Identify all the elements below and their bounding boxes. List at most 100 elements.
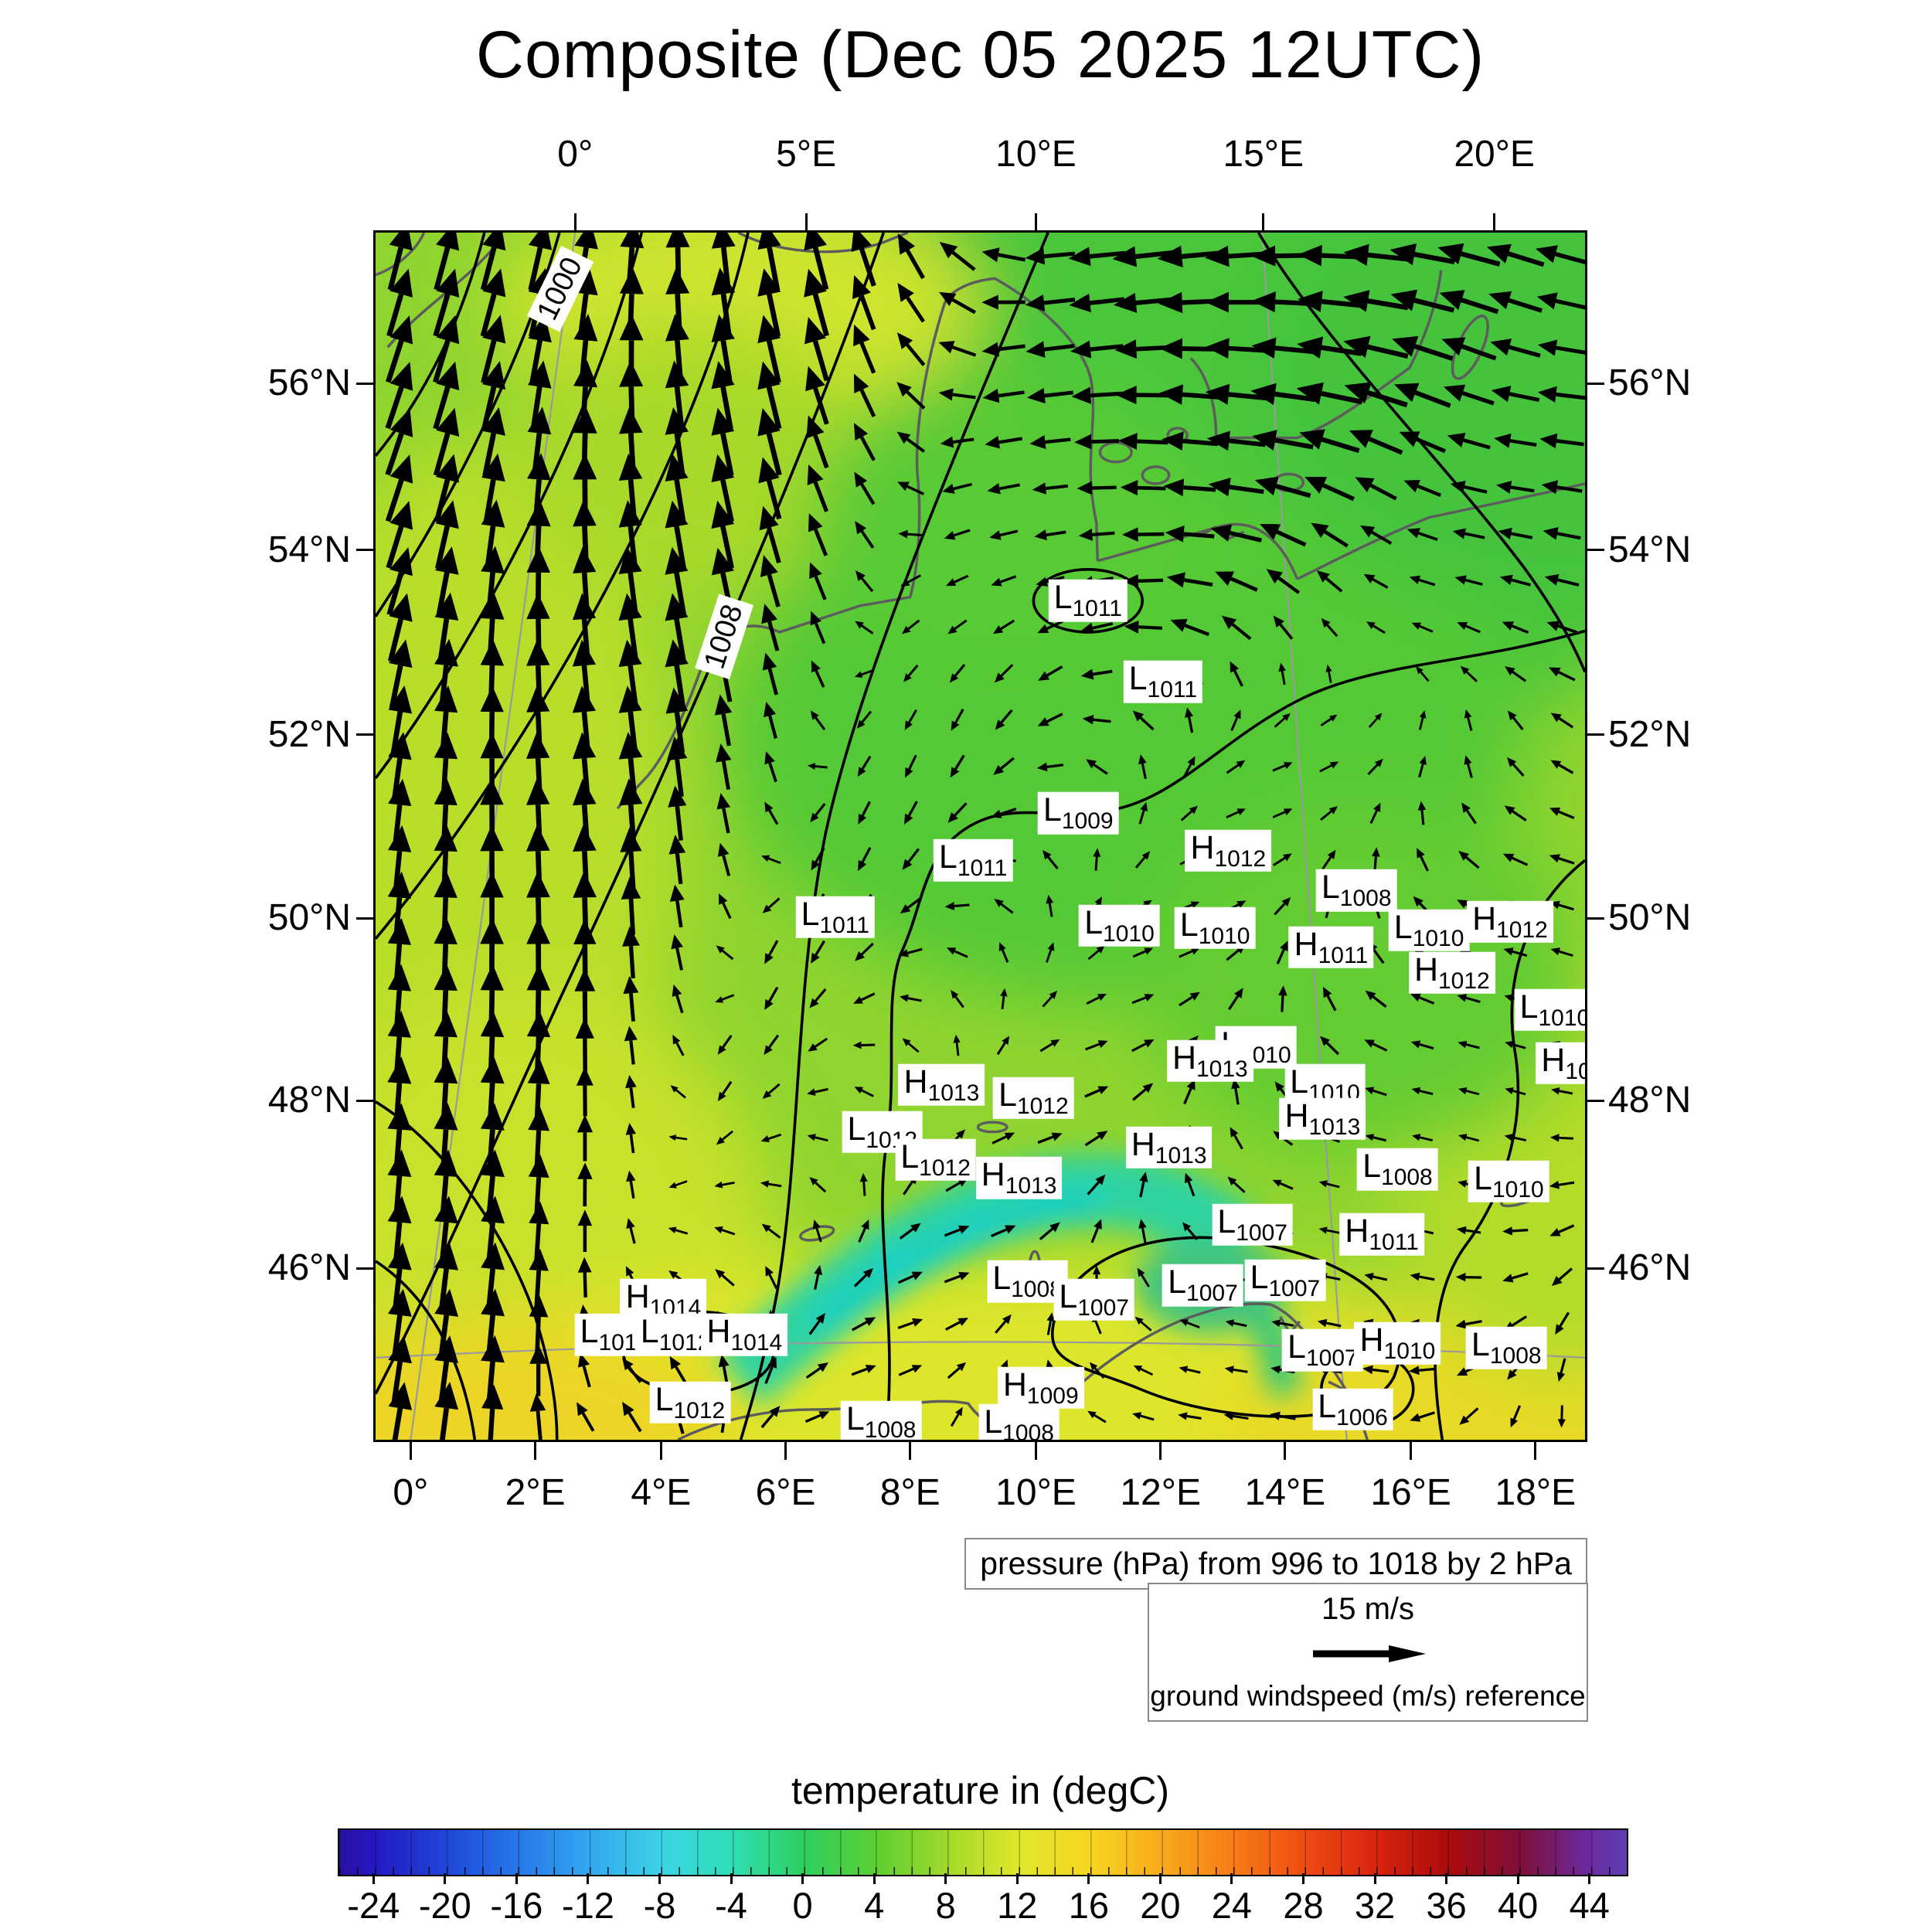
axis-tick-label-top: 20°E [1454,134,1535,175]
axis-tick-mark-bottom [909,1442,912,1460]
axis-tick-mark-left [356,917,374,920]
axis-tick-mark-left [356,382,374,385]
axis-tick-label-top: 15°E [1223,134,1304,175]
axis-tick-label-bottom: 0° [393,1472,429,1513]
axis-tick-label-right: 50°N [1608,897,1692,939]
axis-tick-mark-left [356,1099,374,1102]
axis-tick-label-bottom: 2°E [505,1472,566,1513]
axis-tick-mark-top [1034,213,1037,231]
colorbar-tick-label: 0 [792,1885,813,1926]
axis-tick-label-right: 46°N [1608,1247,1692,1289]
colorbar-tick-mark [1015,1873,1019,1884]
axis-tick-mark-left [356,733,374,736]
axis-tick-mark-right [1587,733,1604,736]
colorbar-tick-mark [1230,1873,1233,1884]
axis-tick-label-right: 48°N [1608,1080,1692,1121]
colorbar-tick-mark [1087,1873,1090,1884]
axis-tick-mark-bottom [1034,1442,1037,1460]
colorbar-tick-label: 8 [935,1885,956,1926]
colorbar-tick-label: 44 [1569,1885,1610,1926]
page-title: Composite (Dec 05 2025 12UTC) [475,18,1485,92]
colorbar-tick-label: -8 [643,1885,676,1926]
axis-tick-mark-bottom [784,1442,787,1460]
colorbar-tick-mark [1588,1873,1591,1884]
axis-tick-label-bottom: 4°E [631,1472,692,1513]
axis-tick-label-bottom: 10°E [995,1472,1077,1513]
axis-tick-label-top: 0° [557,134,594,175]
colorbar-tick-label: 12 [997,1885,1038,1926]
colorbar-tick-mark [730,1873,733,1884]
temperature-colorbar [338,1828,1628,1876]
axis-tick-label-top: 10°E [995,134,1077,175]
axis-tick-label-right: 54°N [1608,529,1692,570]
axis-tick-label-bottom: 8°E [879,1472,940,1513]
colorbar-tick-mark [515,1873,518,1884]
axis-tick-mark-bottom [1159,1442,1162,1460]
axis-tick-label-left: 48°N [267,1080,351,1121]
axis-tick-mark-top [573,213,577,231]
axis-tick-mark-bottom [534,1442,537,1460]
weather-map-canvas [376,233,1585,1440]
colorbar-tick-mark [801,1873,804,1884]
colorbar-tick-label: -20 [418,1885,471,1926]
colorbar-tick-label: -12 [561,1885,614,1926]
axis-tick-mark-bottom [409,1442,412,1460]
colorbar-tick-mark [658,1873,661,1884]
colorbar-tick-mark [1302,1873,1304,1884]
colorbar-tick-mark [444,1873,447,1884]
colorbar-tick-label: -4 [715,1885,747,1926]
axis-tick-mark-top [1493,213,1496,231]
axis-tick-mark-right [1587,1267,1604,1270]
axis-tick-label-bottom: 14°E [1244,1472,1326,1513]
axis-tick-mark-right [1587,917,1604,920]
axis-tick-label-top: 5°E [776,134,837,175]
colorbar-tick-label: 16 [1068,1885,1109,1926]
axis-tick-label-left: 52°N [267,713,351,755]
colorbar-tick-mark [1516,1873,1519,1884]
colorbar-tick-label: 40 [1498,1885,1539,1926]
colorbar-tick-label: 24 [1211,1885,1253,1926]
colorbar-tick-label: 36 [1426,1885,1467,1926]
colorbar-minor-ticks [339,1867,1627,1875]
axis-tick-mark-left [356,549,374,552]
colorbar-tick-mark [944,1873,947,1884]
colorbar-tick-mark [872,1873,876,1884]
colorbar-tick-label: -16 [490,1885,543,1926]
axis-tick-label-right: 56°N [1608,362,1692,404]
wind-reference-box: 15 m/s ground windspeed (m/s) reference [1148,1583,1588,1722]
axis-tick-mark-bottom [1284,1442,1287,1460]
colorbar-tick-mark [587,1873,590,1884]
axis-tick-mark-bottom [659,1442,662,1460]
colorbar-tick-mark [372,1873,375,1884]
colorbar-tick-label: 4 [864,1885,885,1926]
axis-tick-mark-right [1587,1099,1604,1102]
colorbar-tick-label: 28 [1283,1885,1324,1926]
axis-tick-mark-top [804,213,808,231]
axis-tick-mark-top [1262,213,1265,231]
colorbar-tick-label: 20 [1140,1885,1181,1926]
colorbar-tick-label: 32 [1354,1885,1396,1926]
axis-tick-mark-left [356,1267,374,1270]
axis-tick-mark-bottom [1410,1442,1413,1460]
colorbar-tick-mark [1445,1873,1448,1884]
colorbar-tick-label: -24 [347,1885,400,1926]
axis-tick-label-right: 52°N [1608,713,1692,755]
axis-tick-label-bottom: 18°E [1495,1472,1577,1513]
axis-tick-mark-right [1587,382,1604,385]
axis-tick-mark-right [1587,549,1604,552]
wind-reference-caption: ground windspeed (m/s) reference [1150,1680,1586,1712]
axis-tick-label-left: 46°N [267,1247,351,1289]
axis-tick-label-bottom: 6°E [755,1472,816,1513]
axis-tick-label-left: 50°N [267,897,351,939]
colorbar-tick-mark [1158,1873,1162,1884]
axis-tick-mark-bottom [1534,1442,1537,1460]
colorbar-tick-mark [1373,1873,1376,1884]
colorbar-title: temperature in (degC) [791,1769,1170,1812]
temperature-shading [376,233,1585,1440]
axis-tick-label-bottom: 12°E [1120,1472,1201,1513]
pressure-range-caption: pressure (hPa) from 996 to 1018 by 2 hPa [964,1538,1587,1590]
axis-tick-label-bottom: 16°E [1370,1472,1451,1513]
axis-tick-label-left: 56°N [267,362,351,404]
wind-reference-speed: 15 m/s [1321,1592,1415,1626]
weather-map: 1000 1008 L1011 L1011 L1009 L1011 H1012 L1008 L… [373,230,1587,1442]
